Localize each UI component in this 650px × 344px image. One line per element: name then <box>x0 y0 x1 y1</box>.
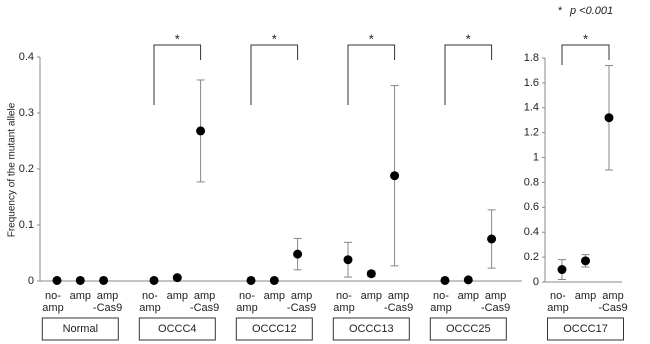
x-tick-label: amp <box>97 290 118 302</box>
x-tick-label: -Cas9 <box>287 302 316 314</box>
note-text: p <0.001 <box>569 5 613 17</box>
x-tick-label: no- <box>433 290 449 302</box>
significance-label: * <box>272 31 277 46</box>
significance-label: * <box>175 31 180 46</box>
x-tick-label: amp <box>236 302 257 314</box>
data-point <box>487 234 497 244</box>
x-tick-label: amp <box>602 290 623 302</box>
data-point <box>343 255 353 265</box>
significance-bracket <box>250 44 299 105</box>
x-tick-label: amp <box>575 290 596 302</box>
x-tick-label: -Cas9 <box>93 302 122 314</box>
x-tick-label: amp <box>194 290 215 302</box>
y-tick-label: 0.2 <box>19 163 34 175</box>
x-tick-label: amp <box>547 302 568 314</box>
group-box <box>235 317 313 341</box>
group-label: Normal <box>63 323 98 335</box>
data-point <box>293 249 303 259</box>
y-tick-label: 1 <box>533 151 539 163</box>
data-point <box>246 275 256 285</box>
significance-bracket <box>347 44 396 105</box>
group-label: OCCC12 <box>252 323 297 335</box>
data-point <box>390 171 400 181</box>
group-box <box>429 317 507 341</box>
x-tick-label: amp <box>458 290 479 302</box>
y-tick-label: 0.2 <box>524 251 539 263</box>
significance-bracket <box>153 44 202 105</box>
x-tick-label: amp <box>485 290 506 302</box>
data-point <box>196 126 206 136</box>
y-tick-label: 0.3 <box>19 107 34 119</box>
x-tick-label: no- <box>142 290 158 302</box>
x-tick-label: amp <box>361 290 382 302</box>
group-box <box>547 317 624 341</box>
y-tick-label: 0 <box>28 275 34 287</box>
x-tick-label: no- <box>45 290 61 302</box>
group-label: OCCC17 <box>563 323 608 335</box>
group-box <box>138 317 216 341</box>
x-tick-label: amp <box>388 290 409 302</box>
y-tick-label: 0.4 <box>524 226 539 238</box>
x-tick-label: amp <box>70 290 91 302</box>
y-tick-label: 0.6 <box>524 201 539 213</box>
data-point <box>99 275 109 285</box>
significance-label: * <box>369 31 374 46</box>
data-point <box>463 275 473 285</box>
y-tick-label: 1.6 <box>524 77 539 89</box>
group-label: OCCC4 <box>158 323 197 335</box>
x-tick-label: amp <box>333 302 354 314</box>
significance-label: * <box>466 31 471 46</box>
x-tick-label: -Cas9 <box>190 302 219 314</box>
group-box <box>332 317 410 341</box>
y-tick-label: 1.2 <box>524 127 539 139</box>
y-tick-label: 0.1 <box>19 219 34 231</box>
data-point <box>366 269 376 279</box>
group-label: OCCC13 <box>349 323 394 335</box>
data-point <box>172 273 182 283</box>
data-point <box>149 275 159 285</box>
significance-bracket <box>561 44 610 65</box>
y-tick-label: 0 <box>533 276 539 288</box>
x-tick-label: amp <box>264 290 285 302</box>
data-point <box>440 275 450 285</box>
data-point <box>269 275 279 285</box>
data-point <box>557 265 567 275</box>
y-tick-label: 1.8 <box>524 52 539 64</box>
y-tick-label: 1.4 <box>524 102 539 114</box>
x-tick-label: amp <box>42 302 63 314</box>
group-box <box>41 317 119 341</box>
data-point <box>581 256 590 266</box>
x-tick-label: -Cas9 <box>598 302 627 314</box>
x-tick-label: no- <box>550 290 566 302</box>
y-tick-label: 0.4 <box>19 51 34 63</box>
x-tick-label: amp <box>139 302 160 314</box>
data-point <box>75 275 85 285</box>
significance-label: * <box>583 31 588 46</box>
x-tick-label: -Cas9 <box>481 302 510 314</box>
significance-bracket <box>444 44 493 105</box>
note-symbol: * <box>558 5 563 17</box>
x-tick-label: amp <box>167 290 188 302</box>
y-tick-label: 0.8 <box>524 176 539 188</box>
x-tick-label: amp <box>291 290 312 302</box>
data-point <box>52 275 62 285</box>
y-axis-label: Frequency of the mutant allele <box>7 102 18 237</box>
data-point <box>604 113 614 123</box>
x-tick-label: no- <box>239 290 255 302</box>
group-label: OCCC25 <box>446 323 491 335</box>
x-tick-label: amp <box>430 302 451 314</box>
x-tick-label: -Cas9 <box>384 302 413 314</box>
x-tick-label: no- <box>336 290 352 302</box>
